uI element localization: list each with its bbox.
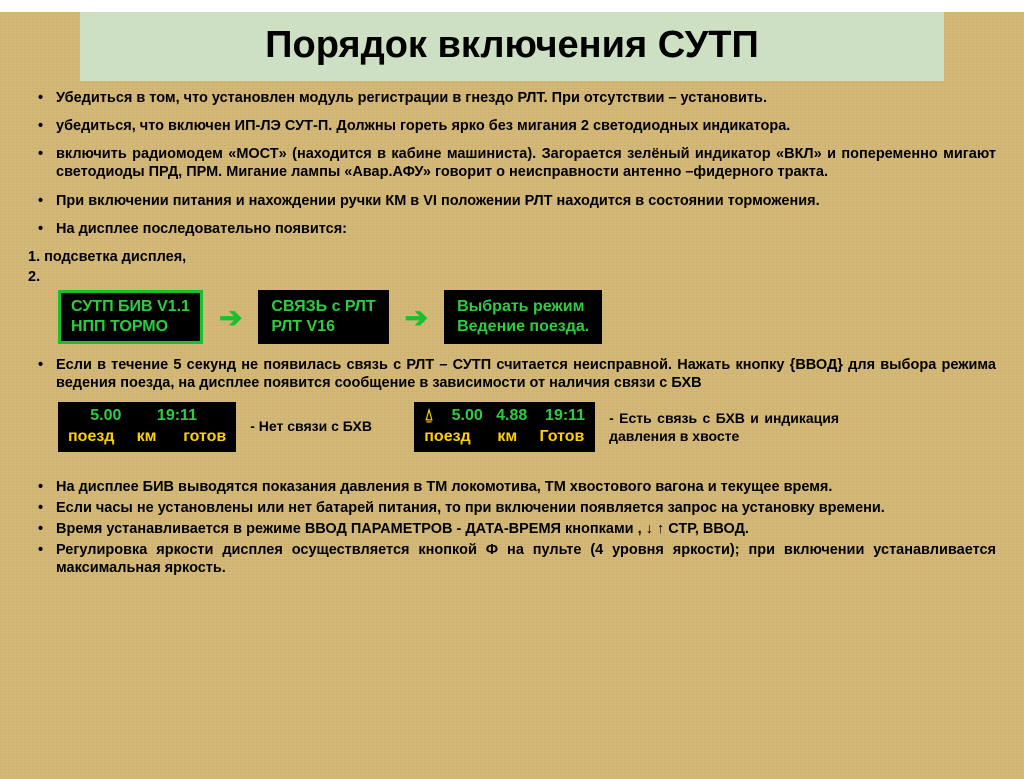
antenna-icon: ⍙ — [424, 407, 434, 424]
numbered-line-2: 2. — [28, 268, 996, 286]
display-sequence-row: СУТП БИВ V1.1 НПП ТОРМО ➔ СВЯЗЬ с РЛТ РЛ… — [58, 290, 996, 344]
status-row: 5.00 19:11 поезд км готов - Нет связи с … — [58, 402, 996, 452]
display-box-2: СВЯЗЬ с РЛТ РЛТ V16 — [258, 290, 388, 344]
status-line: 5.00 4.88 19:11 — [434, 407, 585, 424]
numbered-line-1: 1. подсветка дисплея, — [28, 248, 996, 266]
status-line: 5.00 19:11 — [68, 407, 197, 424]
slide: Порядок включения СУТП Убедиться в том, … — [0, 12, 1024, 779]
bullet-item: Если в течение 5 секунд не появилась свя… — [28, 356, 996, 392]
status-box-link: ⍙ 5.00 4.88 19:11 поезд км Готов — [414, 402, 595, 452]
status-caption-link: - Есть связь с БХВ и индикация давления … — [609, 409, 839, 445]
bullet-item: На дисплее БИВ выводятся показания давле… — [28, 478, 996, 496]
display-box-1: СУТП БИВ V1.1 НПП ТОРМО — [58, 290, 203, 344]
bullet-item: убедиться, что включен ИП-ЛЭ СУТ-П. Долж… — [28, 117, 996, 135]
bullet-item: Если часы не установлены или нет батарей… — [28, 499, 996, 517]
bullet-list-bottom: На дисплее БИВ выводятся показания давле… — [28, 478, 996, 578]
status-line: поезд км Готов — [424, 428, 584, 445]
display-box-3: Выбрать режим Ведение поезда. — [444, 290, 602, 344]
status-box-no-link: 5.00 19:11 поезд км готов — [58, 402, 236, 452]
bullet-item: Убедиться в том, что установлен модуль р… — [28, 89, 996, 107]
bullet-item: Регулировка яркости дисплея осуществляет… — [28, 541, 996, 577]
arrow-icon: ➔ — [213, 300, 248, 335]
arrow-icon: ➔ — [399, 300, 434, 335]
status-caption-no-link: - Нет связи с БХВ — [250, 418, 400, 436]
bullet-list-top: Убедиться в том, что установлен модуль р… — [28, 89, 996, 238]
bullet-item: На дисплее последовательно появится: — [28, 220, 996, 238]
slide-title: Порядок включения СУТП — [80, 12, 944, 81]
bullet-item: Время устанавливается в режиме ВВОД ПАРА… — [28, 520, 996, 538]
bullet-item: При включении питания и нахождении ручки… — [28, 192, 996, 210]
bullet-item: включить радиомодем «МОСТ» (находится в … — [28, 145, 996, 181]
status-line: поезд км готов — [68, 428, 226, 445]
slide-content: Убедиться в том, что установлен модуль р… — [0, 89, 1024, 577]
bullet-mid: Если в течение 5 секунд не появилась свя… — [28, 356, 996, 392]
